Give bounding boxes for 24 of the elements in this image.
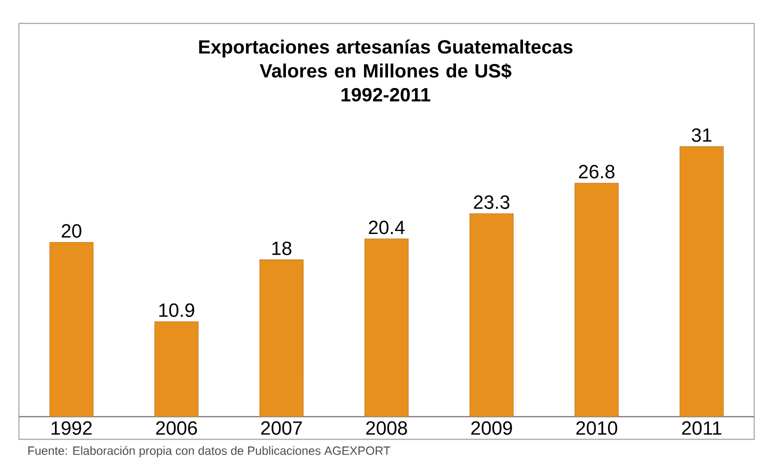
- data-label: 31: [692, 128, 712, 142]
- bar: [49, 242, 94, 417]
- data-label: 26.8: [578, 164, 614, 178]
- bar: [260, 260, 304, 417]
- data-label: 10.9: [159, 303, 194, 317]
- x-tick-label: 2010: [576, 421, 618, 435]
- chart-subtitle: Valores en Millones de US$ 1992-2011: [260, 63, 512, 102]
- bar: [154, 321, 198, 417]
- x-tick-label: 2008: [366, 421, 408, 435]
- chart-title: Exportaciones artesanías Guatemaltecas: [199, 39, 572, 58]
- data-label: 20: [62, 224, 82, 238]
- data-label: 23.3: [474, 195, 510, 209]
- data-label: 20.4: [368, 220, 405, 234]
- x-tick-label: 2011: [682, 421, 722, 435]
- x-tick-label: 2006: [156, 421, 197, 435]
- x-tick-label: 1992: [52, 421, 92, 435]
- bar: [680, 146, 724, 417]
- source-note: Fuente: Elaboración propia con datos de Publicaciones AGEXPORT: [28, 446, 390, 458]
- bar: [470, 213, 514, 417]
- bar: [364, 238, 409, 417]
- bar: [574, 182, 619, 417]
- data-label: 18: [272, 242, 292, 256]
- x-tick-label: 2009: [471, 421, 512, 435]
- x-tick-label: 2007: [261, 421, 302, 435]
